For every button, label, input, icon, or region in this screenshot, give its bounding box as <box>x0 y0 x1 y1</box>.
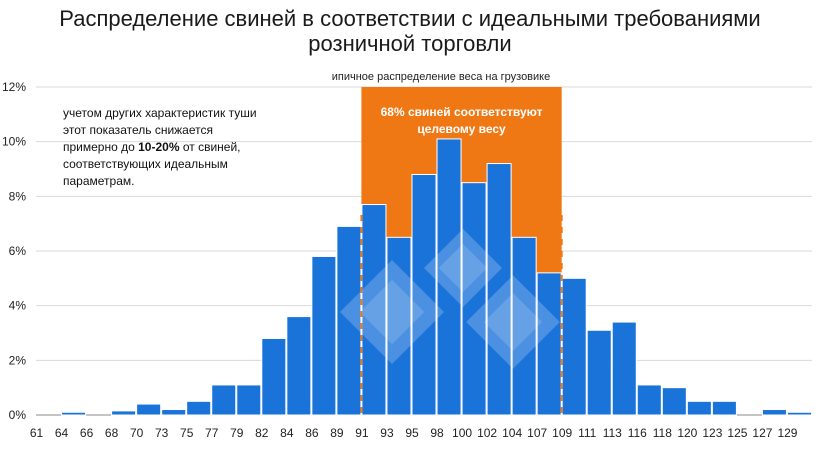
bar-123 <box>711 400 737 416</box>
chart-title-line: Распределение свиней в соответствии с ид… <box>59 6 760 31</box>
bar-91 <box>361 204 387 416</box>
x-tick-label: 91 <box>355 426 369 440</box>
x-tick-label: 116 <box>628 426 647 440</box>
x-tick-label: 82 <box>255 426 269 440</box>
note-line: учетом других характеристик туши <box>63 106 257 120</box>
x-tick-label: 123 <box>702 426 722 440</box>
x-tick-label: 113 <box>603 426 622 440</box>
band-boundary-lines <box>360 215 563 415</box>
bar-100 <box>461 182 487 416</box>
x-tick-label: 86 <box>305 426 319 440</box>
bar-104 <box>511 236 537 416</box>
x-tick-label: 61 <box>30 426 44 440</box>
note-text: параметрам. <box>63 174 134 188</box>
note-text: примерно до <box>63 140 138 154</box>
x-tick-label: 104 <box>502 426 522 440</box>
watermark-diamond <box>340 260 444 364</box>
y-tick-label: 10% <box>2 135 26 149</box>
x-tick-label: 118 <box>653 426 672 440</box>
y-tick-label: 0% <box>9 408 27 422</box>
bar-116 <box>636 384 662 416</box>
bar-109 <box>561 277 587 416</box>
x-tick-label: 70 <box>130 426 144 440</box>
bar-102 <box>486 163 512 416</box>
note-text: этот показатель снижается <box>63 123 213 137</box>
watermark-diamond <box>466 275 560 369</box>
note-text: учетом других характеристик туши <box>63 106 257 120</box>
x-tick-label: 127 <box>752 426 772 440</box>
watermark-logo <box>340 229 560 369</box>
bar-73 <box>161 409 187 416</box>
x-tick-label: 100 <box>452 426 472 440</box>
bar-118 <box>661 387 687 416</box>
note-text: соответствующих идеальным <box>63 157 228 171</box>
bar-93 <box>386 236 412 416</box>
band-text-line: 68% свиней соответствуют <box>381 105 543 119</box>
x-tick-label: 75 <box>180 426 194 440</box>
note-line: этот показатель снижается <box>63 123 213 137</box>
note-bold-text: 10-20% <box>138 140 180 154</box>
bar-70 <box>136 403 162 416</box>
note-text: от свиней, <box>180 140 241 154</box>
x-tick-label: 109 <box>552 426 572 440</box>
y-tick-label: 12% <box>2 80 26 94</box>
x-tick-label: 93 <box>380 426 394 440</box>
x-tick-label: 73 <box>155 426 169 440</box>
band-text-line: целевому весу <box>417 122 506 136</box>
bar-98 <box>436 138 462 416</box>
band-title: ипичное распределение веса на грузовике <box>332 71 550 83</box>
watermark-diamond <box>424 229 502 307</box>
bar-111 <box>586 329 612 416</box>
side-note: учетом других характеристик туши этот пок… <box>63 106 257 188</box>
bar-129 <box>786 411 812 416</box>
x-tick-label: 68 <box>105 426 119 440</box>
bar-82 <box>261 337 287 416</box>
chart-title-line: розничной торговли <box>308 31 511 56</box>
bar-77 <box>211 384 237 416</box>
watermark-diamond-inner <box>483 292 543 352</box>
x-tick-label: 77 <box>205 426 219 440</box>
x-tick-label: 89 <box>330 426 344 440</box>
x-tick-label: 129 <box>777 426 797 440</box>
watermark-diamond-inner <box>359 279 425 345</box>
x-tick-label: 120 <box>677 426 697 440</box>
bar-86 <box>311 255 337 416</box>
y-tick-label: 2% <box>9 353 27 367</box>
bar-107 <box>536 272 562 416</box>
x-tick-label: 79 <box>230 426 244 440</box>
x-tick-label: 107 <box>527 426 547 440</box>
chart-title: Распределение свиней в соответствии с ид… <box>59 6 760 56</box>
note-line: параметрам. <box>63 174 134 188</box>
bar-113 <box>611 321 637 416</box>
bar-68 <box>111 410 137 416</box>
x-tick-label: 102 <box>477 426 497 440</box>
note-line: примерно до 10-20% от свиней, <box>63 140 241 154</box>
bar-75 <box>186 400 212 416</box>
x-tick-label: 125 <box>727 426 747 440</box>
y-tick-label: 4% <box>9 299 27 313</box>
note-line: соответствующих идеальным <box>63 157 228 171</box>
bar-64 <box>61 411 87 416</box>
x-tick-label: 98 <box>430 426 444 440</box>
bar-95 <box>411 173 437 416</box>
x-tick-label: 111 <box>578 426 597 440</box>
bar-84 <box>286 316 312 416</box>
x-tick-label: 84 <box>280 426 294 440</box>
band-annotation: ипичное распределение веса на грузовике 6… <box>332 71 550 136</box>
bar-127 <box>761 409 787 416</box>
bar-79 <box>236 384 262 416</box>
x-tick-label: 66 <box>80 426 94 440</box>
watermark-diamond-inner <box>438 243 488 293</box>
y-axis-ticks: 0% 2% 4% 6% 8% 10% 12% <box>2 80 26 422</box>
x-tick-label: 64 <box>55 426 69 440</box>
x-tick-label: 95 <box>405 426 419 440</box>
bar-120 <box>686 400 712 416</box>
x-axis-ticks: 61 64 66 68 70 73 75 77 79 82 84 86 89 91 93 95 98 100 102… <box>30 426 798 440</box>
y-tick-label: 8% <box>9 189 27 203</box>
y-tick-label: 6% <box>9 244 27 258</box>
bars <box>61 138 812 416</box>
bar-89 <box>336 225 362 416</box>
